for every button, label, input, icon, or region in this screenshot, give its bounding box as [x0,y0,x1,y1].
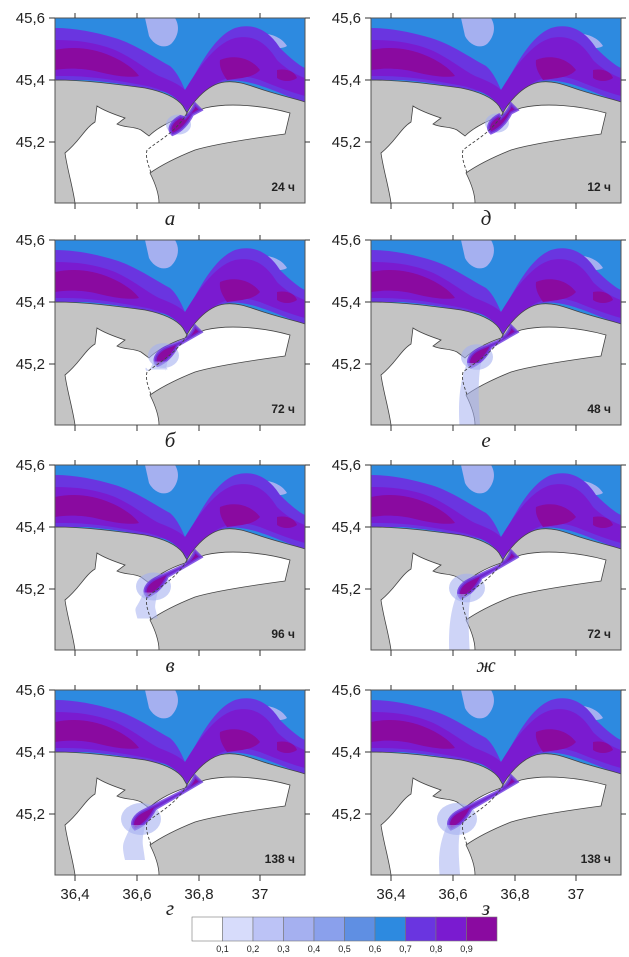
colorbar-label: 0,7 [399,944,412,954]
colorbar-label: 0,3 [277,944,290,954]
panel-frame [370,464,622,651]
strait-intrusion [457,548,520,600]
southward-plume [135,592,158,619]
x-tick-label: 36,4 [60,886,89,903]
y-tick-label: 45,4 [16,519,45,536]
map-panel: 45,6 45,4 45,2 96 ч в [16,457,310,677]
southward-plume [439,825,461,875]
map-panel: 45,6 45,4 45,2 72 ч ж [332,457,626,677]
y-tick-label: 45,6 [16,457,45,474]
strait-intrusion [131,773,204,831]
y-tick-label: 45,6 [16,682,45,699]
y-tick-label: 45,4 [16,294,45,311]
colorbar-swatch [252,916,284,942]
panel-letter: в [165,653,174,677]
y-tick-label: 45,2 [332,134,361,151]
southward-plume [123,825,145,860]
colorbar-swatch [344,916,376,942]
y-tick-label: 45,6 [16,10,45,27]
southward-plume [145,361,168,371]
colorbar-label: 0,6 [369,944,382,954]
map-panel: 45,6 45,4 45,2 12 ч д [332,10,626,230]
colorbar: 0,1 0,2 0,3 0,4 0,5 0,6 0,7 0,8 0,9 [191,916,498,954]
map-panel: 45,6 45,4 45,2 36,4 36,6 36,8 37 138 ч з [332,682,626,920]
x-tick-label: 36,8 [184,886,213,903]
colorbar-swatch [313,916,345,942]
colorbar-label: 0,2 [247,944,260,954]
colorbar-swatch [466,916,498,942]
colorbar-label: 0,4 [308,944,321,954]
map-panel: 45,6 45,4 45,2 36,4 36,6 36,8 37 138 ч г [16,682,310,920]
x-tick-label: 37 [252,886,269,903]
y-tick-label: 45,2 [16,806,45,823]
y-tick-label: 45,6 [332,10,361,27]
panel-letter: з [481,896,490,920]
panel-frame [54,239,306,426]
y-tick-label: 45,2 [332,806,361,823]
x-tick-label: 37 [568,886,585,903]
y-tick-label: 45,4 [332,519,361,536]
y-tick-label: 45,2 [332,581,361,598]
y-tick-label: 45,6 [16,232,45,249]
y-tick-label: 45,6 [332,682,361,699]
colorbar-label: 0,5 [338,944,351,954]
colorbar-swatch [283,916,315,942]
time-label: 72 ч [271,402,295,416]
y-tick-label: 45,2 [16,134,45,151]
panel-frame [370,239,622,426]
y-tick-label: 45,6 [332,232,361,249]
panel-frame [54,17,306,204]
map-panel: 45,6 45,4 45,2 24 ч а [16,10,310,230]
colorbar-label: 0,9 [460,944,473,954]
x-tick-label: 36,6 [438,886,467,903]
time-label: 12 ч [587,180,611,194]
map-panel: 45,6 45,4 45,2 48 ч е [332,232,626,452]
panel-letter: ж [476,653,496,677]
time-label: 24 ч [271,180,295,194]
y-tick-label: 45,6 [332,457,361,474]
y-tick-label: 45,4 [332,72,361,89]
strait-intrusion [447,773,520,831]
colorbar-swatch [222,916,254,942]
y-tick-label: 45,4 [332,294,361,311]
time-label: 48 ч [587,402,611,416]
colorbar-swatch [405,916,437,942]
x-tick-label: 36,8 [500,886,529,903]
panel-frame [370,689,622,876]
y-tick-label: 45,2 [16,581,45,598]
colorbar-swatch [191,916,223,942]
x-tick-label: 36,4 [376,886,405,903]
map-panel: 45,6 45,4 45,2 72 ч б [16,232,310,452]
y-tick-label: 45,4 [16,744,45,761]
y-tick-label: 45,2 [332,356,361,373]
x-tick-label: 36,6 [122,886,151,903]
panel-letter: е [481,428,490,452]
y-tick-label: 45,4 [16,72,45,89]
panel-letter: б [165,428,177,452]
colorbar-swatch [435,916,467,942]
colorbar-label: 0,8 [430,944,443,954]
panel-frame [54,689,306,876]
colorbar-label: 0,1 [216,944,229,954]
panel-frame [370,17,622,204]
y-tick-label: 45,4 [332,744,361,761]
southward-plume [449,594,471,650]
panel-frame [54,464,306,651]
time-label: 138 ч [265,852,295,866]
y-tick-label: 45,2 [16,356,45,373]
panel-letter: г [166,896,174,920]
time-label: 138 ч [581,852,611,866]
strait-intrusion [487,101,520,135]
strait-intrusion [143,548,204,599]
colorbar-swatch [374,916,406,942]
time-label: 72 ч [587,627,611,641]
strait-intrusion [168,101,204,137]
panel-letter: д [481,206,492,230]
strait-intrusion [153,323,204,368]
southward-plume [459,363,481,425]
panel-letter: а [165,206,176,230]
time-label: 96 ч [271,627,295,641]
